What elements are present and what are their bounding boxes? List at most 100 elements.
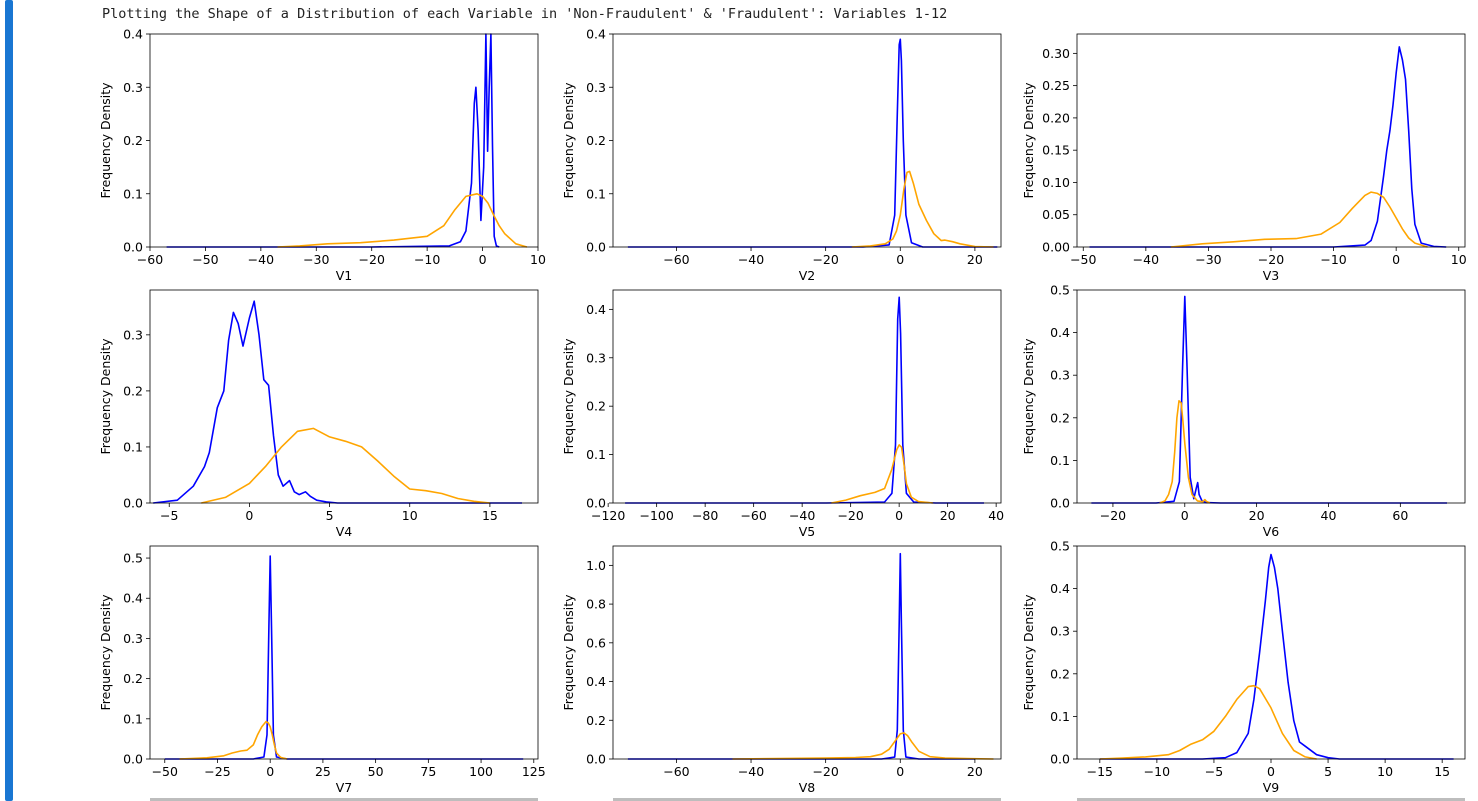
x-axis-label: V9 bbox=[1263, 780, 1280, 795]
axes-frame bbox=[149, 545, 539, 760]
x-tick-label: −30 bbox=[303, 252, 329, 267]
output-title: Plotting the Shape of a Distribution of … bbox=[102, 6, 948, 22]
y-tick-label: 0.0 bbox=[586, 496, 606, 511]
y-tick-label: 0.3 bbox=[1050, 624, 1070, 639]
y-tick-label: 0.2 bbox=[586, 399, 606, 414]
x-tick-label: −50 bbox=[192, 252, 218, 267]
x-tick-label: −40 bbox=[248, 252, 274, 267]
x-tick-label: −5 bbox=[160, 508, 178, 523]
x-tick-label: 0 bbox=[245, 508, 253, 523]
x-tick-label: −80 bbox=[692, 508, 718, 523]
y-tick-label: 0.10 bbox=[1042, 175, 1070, 190]
x-tick-label: −60 bbox=[740, 508, 766, 523]
y-tick-label: 0.6 bbox=[586, 635, 606, 650]
x-axis-label: V3 bbox=[1263, 268, 1280, 283]
density-line-non-fraudulent bbox=[625, 296, 984, 504]
x-tick-label: 5 bbox=[326, 508, 334, 523]
y-tick-label: 0.3 bbox=[123, 80, 143, 95]
x-tick-label: −20 bbox=[812, 252, 838, 267]
y-tick-label: 0.1 bbox=[123, 711, 143, 726]
density-line-fraudulent bbox=[277, 193, 528, 248]
y-tick-label: 0.1 bbox=[123, 439, 143, 454]
y-tick-label: 0.2 bbox=[123, 383, 143, 398]
subplot-v2: −60 −40 −20 0 20 0.0 0.1 0.2 0.3 0.4 V2 Frequency D… bbox=[561, 27, 1002, 283]
x-tick-label: −25 bbox=[204, 764, 230, 779]
axes-frame bbox=[612, 289, 1002, 504]
y-tick-label: 0.1 bbox=[1050, 453, 1070, 468]
density-line-fraudulent bbox=[732, 732, 994, 760]
y-tick-label: 0.00 bbox=[1042, 240, 1070, 255]
axes-frame bbox=[149, 289, 539, 504]
x-tick-label: 0 bbox=[1392, 252, 1400, 267]
x-tick-label: 0 bbox=[896, 252, 904, 267]
density-line-fraudulent bbox=[831, 444, 934, 504]
cell-indicator-bar[interactable] bbox=[5, 0, 13, 801]
subplot-v4: −5 0 5 10 15 0.0 0.1 0.2 0.3 V4 Frequency Density bbox=[98, 289, 539, 539]
y-axis-label: Frequency Density bbox=[561, 82, 576, 199]
y-tick-label: 0.4 bbox=[123, 27, 143, 42]
x-tick-label: 40 bbox=[1321, 508, 1337, 523]
density-line-non-fraudulent bbox=[153, 300, 522, 504]
x-tick-label: −30 bbox=[1195, 252, 1221, 267]
y-tick-label: 0.2 bbox=[586, 713, 606, 728]
density-line-non-fraudulent bbox=[164, 555, 524, 760]
x-tick-label: −10 bbox=[1144, 764, 1170, 779]
x-tick-label: 0 bbox=[1181, 508, 1189, 523]
y-tick-label: 0.3 bbox=[1050, 368, 1070, 383]
y-tick-label: 0.4 bbox=[123, 591, 143, 606]
x-tick-label: −20 bbox=[359, 252, 385, 267]
y-tick-label: 0.4 bbox=[1050, 325, 1070, 340]
y-tick-label: 0.1 bbox=[586, 447, 606, 462]
x-tick-label: 20 bbox=[940, 508, 956, 523]
x-tick-label: 0 bbox=[266, 764, 274, 779]
x-tick-label: −20 bbox=[1100, 508, 1126, 523]
y-tick-label: 0.0 bbox=[586, 240, 606, 255]
y-axis-label: Frequency Density bbox=[561, 338, 576, 455]
x-tick-label: −60 bbox=[663, 764, 689, 779]
x-axis-label: V2 bbox=[799, 268, 816, 283]
x-tick-label: 15 bbox=[1434, 764, 1450, 779]
y-axis-label: Frequency Density bbox=[1021, 338, 1036, 455]
x-tick-label: −100 bbox=[639, 508, 673, 523]
y-tick-label: 0.3 bbox=[123, 327, 143, 342]
y-tick-label: 0.2 bbox=[123, 133, 143, 148]
x-tick-label: −5 bbox=[1205, 764, 1223, 779]
x-tick-label: 50 bbox=[368, 764, 384, 779]
x-tick-label: −50 bbox=[1070, 252, 1096, 267]
x-tick-label: −20 bbox=[837, 508, 863, 523]
y-tick-label: 0.5 bbox=[123, 551, 143, 566]
density-line-fraudulent bbox=[179, 720, 288, 760]
x-tick-label: 0 bbox=[895, 508, 903, 523]
subplot-v6: −20 0 20 40 60 0.0 0.1 0.2 0.3 0.4 0.5 V6 Frequency … bbox=[1021, 283, 1466, 539]
x-tick-label: 0 bbox=[1267, 764, 1275, 779]
y-tick-label: 0.3 bbox=[586, 350, 606, 365]
y-axis-label: Frequency Density bbox=[98, 338, 113, 455]
axes-frame bbox=[1076, 33, 1466, 248]
y-tick-label: 0.1 bbox=[123, 186, 143, 201]
y-tick-label: 0.0 bbox=[123, 240, 143, 255]
y-tick-label: 1.0 bbox=[586, 558, 606, 573]
y-tick-label: 0.0 bbox=[1050, 496, 1070, 511]
y-tick-label: 0.0 bbox=[586, 752, 606, 767]
y-tick-label: 0.30 bbox=[1042, 46, 1070, 61]
y-tick-label: 0.2 bbox=[1050, 410, 1070, 425]
x-tick-label: 125 bbox=[522, 764, 546, 779]
next-cell-edge bbox=[1077, 798, 1465, 801]
x-tick-label: 10 bbox=[1451, 252, 1467, 267]
density-line-fraudulent bbox=[1170, 191, 1428, 248]
density-line-non-fraudulent bbox=[166, 33, 500, 248]
axes-frame bbox=[612, 33, 1002, 248]
density-line-fraudulent bbox=[201, 427, 490, 504]
y-tick-label: 0.5 bbox=[1050, 283, 1070, 298]
x-tick-label: 10 bbox=[1377, 764, 1393, 779]
axes-frame bbox=[1076, 545, 1466, 760]
subplot-v3: −50 −40 −30 −20 −10 0 10 0.00 0.05 0.10 0.15 0.20 0.… bbox=[1021, 33, 1467, 283]
x-tick-label: −40 bbox=[738, 764, 764, 779]
y-axis-label: Frequency Density bbox=[561, 594, 576, 711]
x-axis-label: V7 bbox=[336, 780, 353, 795]
next-cell-edge bbox=[150, 798, 538, 801]
density-line-non-fraudulent bbox=[1099, 553, 1454, 760]
axes-frame bbox=[149, 33, 539, 248]
x-tick-label: −15 bbox=[1087, 764, 1113, 779]
